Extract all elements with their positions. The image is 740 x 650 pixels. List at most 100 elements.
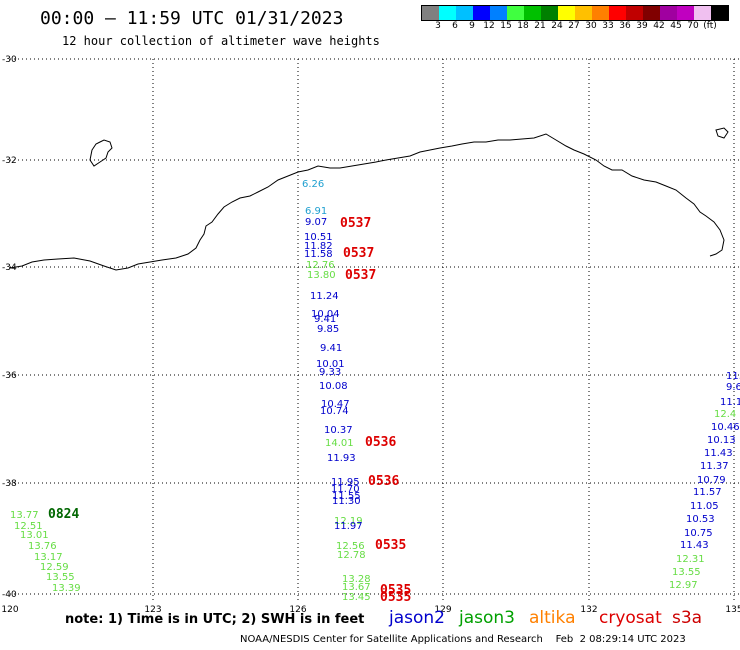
coastline — [9, 133, 725, 271]
latitude-label: -40 — [2, 590, 17, 600]
legend-label: 27 — [568, 21, 580, 31]
wave-height-label: 12.56 — [336, 541, 365, 552]
legend-label: 12 — [483, 21, 495, 31]
legend-swatch — [490, 6, 507, 20]
wave-height-label: 12.59 — [40, 562, 69, 573]
wave-height-label: 10.04 — [311, 309, 340, 320]
wave-height-label: 10.37 — [324, 425, 353, 436]
legend-label: 39 — [636, 21, 648, 31]
legend-swatch — [694, 6, 711, 20]
legend-swatch — [592, 6, 609, 20]
wave-height-label: 13.55 — [672, 567, 701, 578]
legend-label: 30 — [585, 21, 597, 31]
longitude-label: 120 — [1, 605, 18, 615]
wave-height-label: 11.58 — [304, 249, 333, 260]
legend-swatch — [575, 6, 592, 20]
pass-time-label: 0537 — [343, 246, 374, 261]
page-subtitle: 12 hour collection of altimeter wave hei… — [62, 34, 380, 48]
wave-height-label: 11.93 — [327, 453, 356, 464]
longitude-label: 135 — [725, 605, 740, 615]
wave-height-label: 10.46 — [711, 422, 740, 433]
legend-swatch — [541, 6, 558, 20]
wave-height-label: 11.57 — [693, 487, 722, 498]
wave-height-label: 13.67 — [342, 582, 371, 593]
wave-height-label: 13.55 — [46, 572, 75, 583]
legend-label: 21 — [534, 21, 546, 31]
wave-height-label: 11.55 — [332, 491, 361, 502]
latitude-labels: -30 -32 -34 -36 -38 -40 — [2, 55, 17, 600]
legend-swatch — [626, 6, 643, 20]
wave-height-label: 9.41 — [314, 314, 336, 325]
pass-time-label: 0535 — [380, 583, 411, 598]
legend-swatch — [609, 6, 626, 20]
pass-time-label: 0537 — [340, 216, 371, 231]
wave-height-label: 13.28 — [342, 574, 371, 585]
wave-height-label: 12.78 — [337, 550, 366, 561]
wave-height-label: 14.01 — [325, 438, 354, 449]
wave-height-label: 11.37 — [700, 461, 729, 472]
wave-height-label: 11.43 — [680, 540, 709, 551]
wave-height-label: 9.33 — [319, 367, 341, 378]
longitude-labels: 120 123 126 129 132 135 — [1, 605, 740, 615]
pass-time-label: 0537 — [345, 268, 376, 283]
wave-height-label: 10.74 — [320, 406, 349, 417]
legend-label: 42 — [653, 21, 665, 31]
wave-height-label: 11.97 — [334, 521, 363, 532]
wave-height-label: 12.76 — [306, 260, 335, 271]
pass-time-label: 0536 — [365, 435, 396, 450]
wave-height-label: 12.4 — [714, 409, 736, 420]
wave-height-label: 11.95 — [331, 477, 360, 488]
satellite-s3a: s3a — [672, 608, 703, 628]
legend-swatch — [643, 6, 660, 20]
pass-time-label: 0535 — [375, 538, 406, 553]
kangaroo-island — [89, 139, 113, 167]
legend-swatch — [507, 6, 524, 20]
wave-height-label: 10.47 — [321, 399, 350, 410]
legend-label: 33 — [602, 21, 614, 31]
legend-label: 6 — [452, 21, 458, 31]
longitude-label: 126 — [289, 605, 306, 615]
wave-height-label: 12.51 — [14, 521, 43, 532]
satellite-altika: altika — [529, 608, 576, 628]
legend-label: 36 — [619, 21, 631, 31]
wave-height-label: 11.43 — [704, 448, 733, 459]
legend-label: 3 — [435, 21, 441, 31]
wave-height-label: 11.70 — [331, 484, 360, 495]
legend-swatch — [473, 6, 490, 20]
wave-height-label: 11.82 — [304, 241, 333, 252]
wave-height-label: 10.01 — [316, 359, 345, 370]
wave-height-label: 6.26 — [302, 179, 324, 190]
satellite-jason2: jason2 — [389, 608, 445, 628]
wave-height-label: 12.97 — [669, 580, 698, 591]
tasmania-edge — [715, 127, 729, 139]
latitude-label: -36 — [2, 371, 17, 381]
legend-swatch — [558, 6, 575, 20]
legend-swatch — [456, 6, 473, 20]
wave-height-label: 12.19 — [334, 516, 363, 527]
wave-height-label: 13.76 — [28, 541, 57, 552]
wave-height-label: 11.30 — [332, 496, 361, 507]
wave-height-label: 13.01 — [20, 530, 49, 541]
credits: NOAA/NESDIS Center for Satellite Applica… — [240, 634, 686, 645]
graticule — [10, 58, 740, 600]
wave-height-label: 11.1 — [726, 371, 740, 382]
legend-label: 70 — [687, 21, 699, 31]
longitude-label: 129 — [434, 605, 451, 615]
wave-height-label: 10.53 — [686, 514, 715, 525]
wave-height-label: 12.31 — [676, 554, 705, 565]
wave-height-label: 10.79 — [697, 475, 726, 486]
wave-height-label: 10.75 — [684, 528, 713, 539]
color-scale-labels: 3 6 9 12 15 18 21 24 27 30 33 36 39 42 45 70 (ft) — [421, 21, 740, 33]
color-scale-legend — [421, 5, 729, 21]
wave-height-label: 11.1 — [720, 397, 740, 408]
legend-label: 18 — [517, 21, 529, 31]
wave-height-label: 6.91 — [305, 206, 327, 217]
wave-height-label: 13.77 — [10, 510, 39, 521]
units-note: note: 1) Time is in UTC; 2) SWH is in fe… — [65, 612, 365, 627]
latitude-label: -38 — [2, 479, 17, 489]
pass-time-label: 0824 — [48, 507, 79, 522]
wave-height-label: 9.07 — [305, 217, 327, 228]
wave-height-label: 9.41 — [320, 343, 342, 354]
